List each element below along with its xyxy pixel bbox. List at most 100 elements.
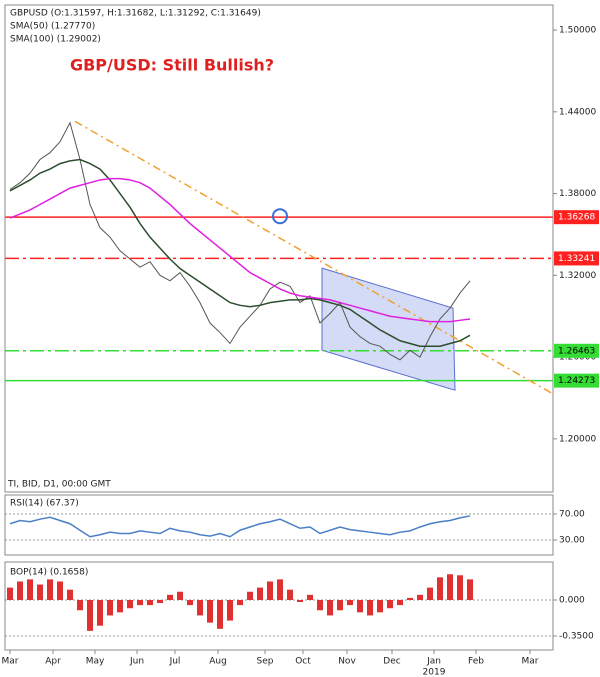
level-label-box [554,210,599,225]
bar [367,599,373,616]
series-line [9,515,471,538]
level-label-box [554,343,599,358]
panel-frame [4,494,554,556]
bar [17,581,23,600]
bar [467,579,473,600]
bar [387,599,393,609]
x-tick-label: Dec [383,657,400,667]
y-tick-label: 1.50000 [559,26,596,36]
bar [37,584,43,600]
x-tick-label: Sep [257,657,274,667]
level-label: 1.36268 [558,213,595,223]
bar [227,599,233,621]
y-tick-label: 0.000 [559,595,585,605]
bar [237,599,243,606]
bar [157,599,163,604]
bar [417,594,423,600]
level-label: 1.24273 [558,376,595,386]
bar [327,599,333,616]
bar [347,599,353,606]
x-tick-label: Oct [295,657,311,667]
bar [7,587,13,600]
x-tick-label: Apr [45,657,61,667]
bar [377,599,383,613]
bar [137,599,143,606]
bar [107,599,113,616]
bar [357,599,363,613]
header-line: SMA(100) (1.29002) [10,35,101,45]
plot-area [5,120,553,395]
header-line: GBPUSD (O:1.31597, H:1.31682, L:1.31292,… [10,9,261,19]
bar [187,599,193,606]
level-label-box [554,373,599,388]
bar [447,574,453,600]
bar [27,579,33,600]
bar [97,599,103,626]
level-label-box [554,251,599,266]
footer: TI, BID, D1, 00:00 GMT [7,480,111,490]
bar [207,599,213,623]
bar [87,599,93,631]
y-tick-label: 70.00 [559,509,585,519]
bar [117,599,123,613]
y-tick-label: 1.38000 [559,189,596,199]
bar [177,591,183,600]
bar [167,594,173,600]
plot-area [5,513,553,541]
panel-frame [4,4,554,493]
plot-area [5,574,553,637]
panel-title: BOP(14) (0.1658) [10,568,88,578]
bar [67,589,73,600]
bar [147,599,153,606]
level-label: 1.33241 [558,254,595,264]
trend-line [74,120,553,395]
bar [47,579,53,600]
bar [217,599,223,629]
x-tick-label: Mar [522,657,539,667]
bar [257,587,263,600]
x-tick-label: Mar [2,657,19,667]
series-line [9,158,471,347]
panel-frame [4,561,554,651]
x-tick-label: Jan [426,657,441,667]
bar [277,579,283,600]
bar [457,575,463,600]
bar [247,591,253,600]
y-tick-label: 30.00 [559,535,585,545]
bar [397,599,403,606]
x-tick-label: Nov [338,657,356,667]
bar [407,597,413,600]
y-tick-label: 1.32000 [559,271,596,281]
bar [297,599,303,603]
bar [287,589,293,600]
x-tick-label: Feb [468,657,484,667]
chart-title: GBP/USD: Still Bullish? [70,56,274,75]
channel [321,267,456,391]
bar [197,599,203,616]
x-tick-label: Jun [129,657,144,667]
bar [267,581,273,600]
bar [317,599,323,611]
bar [307,594,313,600]
series-line [9,121,471,361]
marker-circle [272,208,288,225]
series-line [9,177,471,323]
bar [77,599,83,611]
year-label: 2019 [423,668,446,677]
bar [337,599,343,611]
bar [427,587,433,600]
y-tick-label: 1.20000 [559,434,596,444]
header-line: SMA(50) (1.27770) [10,22,95,32]
x-tick-label: May [86,657,105,667]
y-tick-label: -0.3500 [559,632,594,642]
bar [437,577,443,600]
level-label: 1.26463 [558,346,595,356]
x-tick-label: Jul [169,657,181,667]
x-tick-label: Aug [209,657,227,667]
bar [127,599,133,609]
y-tick-label: 1.44000 [559,107,596,117]
bar [57,581,63,600]
panel-title: RSI(14) (67.37) [10,499,79,509]
